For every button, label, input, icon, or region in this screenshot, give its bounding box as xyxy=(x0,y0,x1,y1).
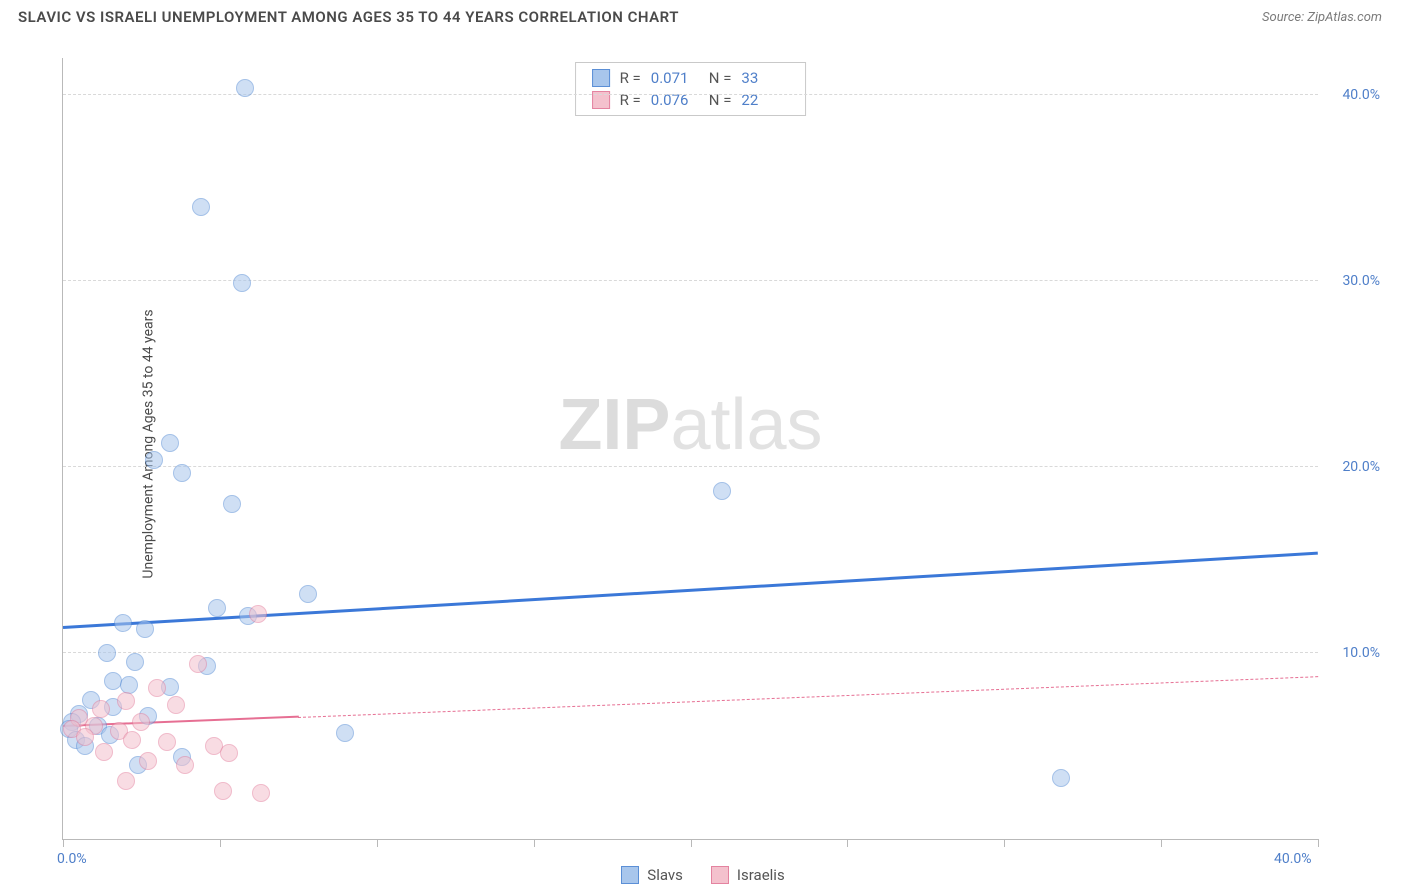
x-tick xyxy=(377,839,378,847)
gridline xyxy=(63,652,1318,653)
data-point xyxy=(123,731,141,749)
y-tick-label: 30.0% xyxy=(1342,273,1380,289)
data-point xyxy=(114,614,132,632)
data-point xyxy=(214,782,232,800)
trendline-dashed xyxy=(298,676,1318,718)
gridline xyxy=(63,94,1318,95)
r-value-slavs: 0.071 xyxy=(651,69,699,87)
legend-label-israelis: Israelis xyxy=(737,866,785,884)
x-tick xyxy=(691,839,692,847)
legend-swatch-slavs xyxy=(621,866,639,884)
legend-series: Slavs Israelis xyxy=(0,866,1406,884)
data-point xyxy=(220,744,238,762)
legend-item-slavs: Slavs xyxy=(621,866,683,884)
gridline xyxy=(63,466,1318,467)
x-tick xyxy=(1004,839,1005,847)
data-point xyxy=(713,482,731,500)
watermark: ZIPatlas xyxy=(558,384,822,466)
data-point xyxy=(98,644,116,662)
watermark-bold: ZIP xyxy=(558,385,670,465)
plot-wrapper: Unemployment Among Ages 35 to 44 years Z… xyxy=(18,38,1388,850)
x-tick xyxy=(1161,839,1162,847)
data-point xyxy=(95,743,113,761)
data-point xyxy=(136,620,154,638)
data-point xyxy=(139,752,157,770)
plot-area: ZIPatlas R = 0.071 N = 33 R = 0.076 N = … xyxy=(62,58,1318,840)
data-point xyxy=(173,464,191,482)
data-point xyxy=(233,274,251,292)
data-point xyxy=(120,676,138,694)
y-tick-label: 40.0% xyxy=(1342,87,1380,103)
legend-row-slavs: R = 0.071 N = 33 xyxy=(576,67,806,89)
legend-label-slavs: Slavs xyxy=(647,866,683,884)
data-point xyxy=(299,585,317,603)
n-value-slavs: 33 xyxy=(741,69,789,87)
data-point xyxy=(76,728,94,746)
data-point xyxy=(117,692,135,710)
chart-title: SLAVIC VS ISRAELI UNEMPLOYMENT AMONG AGE… xyxy=(18,8,679,26)
data-point xyxy=(252,784,270,802)
data-point xyxy=(176,756,194,774)
data-point xyxy=(223,495,241,513)
data-point xyxy=(1052,769,1070,787)
n-label: N = xyxy=(709,69,732,87)
x-tick-label: 40.0% xyxy=(1274,851,1312,867)
r-label: R = xyxy=(620,69,641,87)
x-tick xyxy=(847,839,848,847)
x-tick xyxy=(1318,839,1319,847)
watermark-thin: atlas xyxy=(670,385,822,465)
data-point xyxy=(132,713,150,731)
data-point xyxy=(249,605,267,623)
y-tick-label: 20.0% xyxy=(1342,459,1380,475)
data-point xyxy=(117,772,135,790)
x-tick xyxy=(220,839,221,847)
y-tick-label: 10.0% xyxy=(1342,645,1380,661)
data-point xyxy=(126,653,144,671)
x-tick-label: 0.0% xyxy=(57,851,87,867)
data-point xyxy=(236,79,254,97)
data-point xyxy=(208,599,226,617)
data-point xyxy=(167,696,185,714)
data-point xyxy=(145,451,163,469)
data-point xyxy=(192,198,210,216)
x-tick xyxy=(534,839,535,847)
legend-correlation: R = 0.071 N = 33 R = 0.076 N = 22 xyxy=(575,62,807,116)
source-label: Source: ZipAtlas.com xyxy=(1262,10,1382,25)
data-point xyxy=(148,679,166,697)
data-point xyxy=(336,724,354,742)
data-point xyxy=(189,655,207,673)
legend-row-israelis: R = 0.076 N = 22 xyxy=(576,89,806,111)
data-point xyxy=(92,700,110,718)
legend-swatch-slavs xyxy=(592,69,610,87)
x-tick xyxy=(63,839,64,847)
gridline xyxy=(63,280,1318,281)
legend-swatch-israelis xyxy=(711,866,729,884)
legend-item-israelis: Israelis xyxy=(711,866,785,884)
data-point xyxy=(158,733,176,751)
data-point xyxy=(161,434,179,452)
